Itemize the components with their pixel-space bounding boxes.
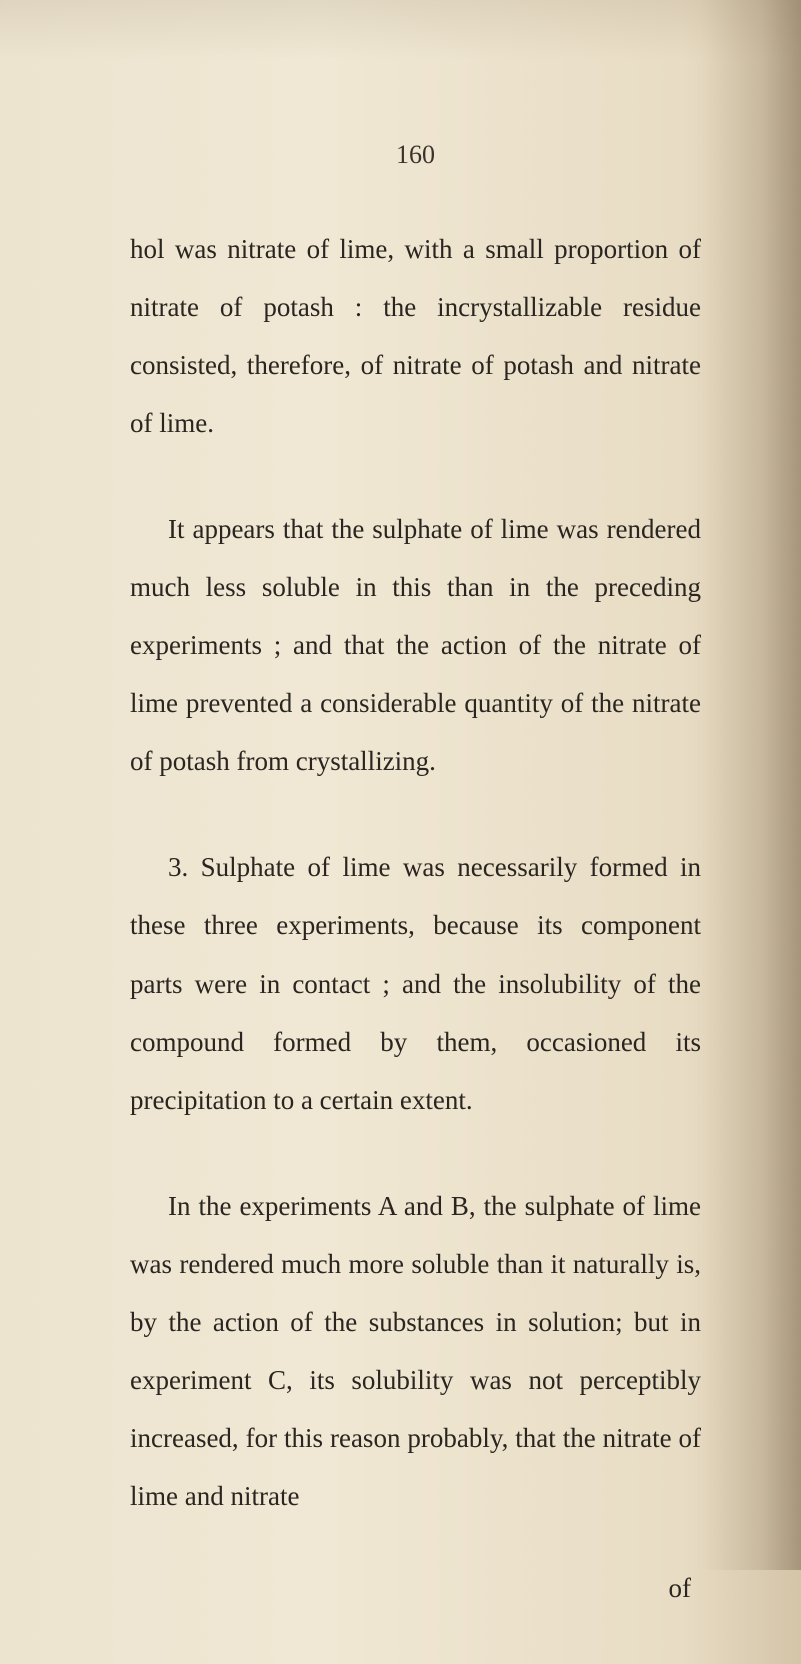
paragraph-3: 3. Sulphate of lime was necessarily form… [130, 838, 701, 1128]
paragraph-1: hol was nitrate of lime, with a small pr… [130, 220, 701, 452]
page-content: 160 hol was nitrate of lime, with a smal… [0, 0, 801, 1664]
catchword: of [130, 1573, 701, 1604]
page-number: 160 [130, 140, 701, 170]
paragraph-4: In the experiments A and B, the sulphate… [130, 1177, 701, 1525]
paragraph-2: It appears that the sulphate of lime was… [130, 500, 701, 790]
